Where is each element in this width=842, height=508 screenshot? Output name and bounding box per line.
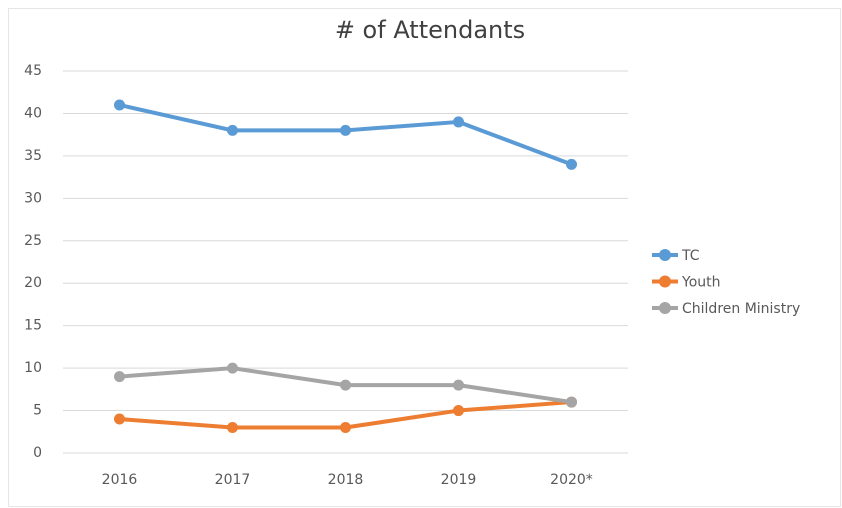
data-point	[340, 124, 351, 136]
data-point	[453, 405, 464, 417]
data-point	[453, 116, 464, 128]
y-tick-label: 35	[24, 148, 42, 164]
data-point	[227, 124, 238, 136]
y-tick-label: 40	[24, 105, 42, 121]
y-tick-label: 30	[24, 190, 42, 206]
y-tick-label: 10	[24, 360, 42, 376]
data-point	[453, 379, 464, 391]
y-tick-label: 20	[24, 275, 42, 291]
data-point	[340, 422, 351, 434]
legend-label: TC	[681, 248, 700, 264]
data-point	[566, 158, 577, 170]
legend-label: Youth	[681, 275, 721, 291]
legend-marker	[659, 302, 671, 314]
x-tick-label: 2016	[102, 472, 138, 488]
data-point	[227, 422, 238, 434]
data-point	[340, 379, 351, 391]
data-point	[114, 413, 125, 425]
y-tick-label: 25	[24, 233, 42, 249]
x-tick-label: 2019	[441, 472, 477, 488]
y-tick-label: 15	[24, 318, 42, 334]
data-point	[566, 396, 577, 408]
data-point	[227, 362, 238, 374]
data-point	[114, 99, 125, 111]
y-tick-label: 0	[33, 445, 42, 461]
legend-marker	[659, 249, 671, 261]
chart-frame	[8, 8, 841, 507]
legend-label: Children Ministry	[682, 301, 800, 317]
data-point	[114, 371, 125, 383]
chart-title: # of Attendants	[335, 16, 525, 44]
y-tick-label: 45	[24, 63, 42, 79]
x-tick-label: 2017	[215, 472, 251, 488]
y-tick-label: 5	[33, 403, 42, 419]
x-tick-label: 2020*	[550, 472, 593, 488]
legend-marker	[659, 275, 671, 288]
x-tick-label: 2018	[328, 472, 364, 488]
